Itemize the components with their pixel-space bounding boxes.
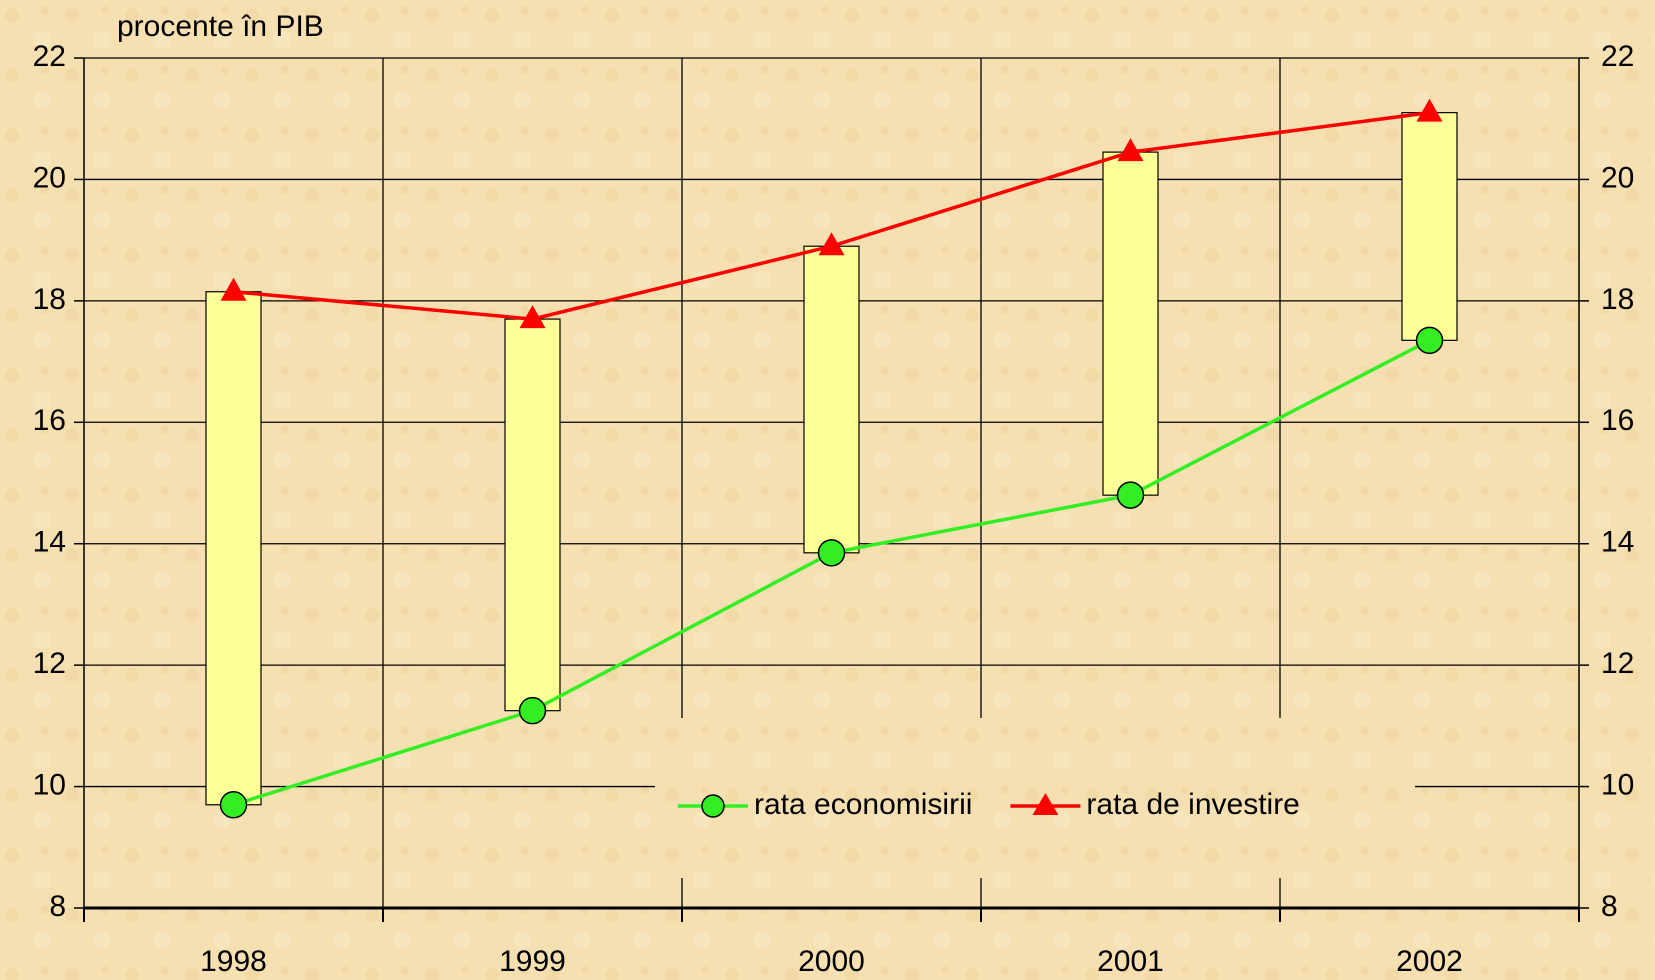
high-low-bar [205,291,262,806]
y-tick-label: 8 [49,890,66,923]
marker [518,696,547,725]
legend-label: rata economisirii [754,788,972,821]
legend-background [655,718,1415,878]
marker [1416,98,1443,122]
marker [1415,326,1444,355]
y-tick-label: 10 [33,768,66,801]
high-low-bar [803,245,860,554]
y2-tick-label: 20 [1601,161,1634,194]
marker [219,791,248,819]
y-axis-label: procente în PIB [117,10,324,43]
high-low-bar [504,318,561,712]
high-low-bar [1102,151,1159,496]
legend-marker [1032,793,1059,815]
y2-tick-label: 18 [1601,283,1634,316]
y2-tick-label: 16 [1601,404,1634,437]
marker [1116,481,1145,509]
x-tick-label: 1998 [200,945,267,978]
y2-tick-label: 14 [1601,526,1634,559]
y2-tick-label: 12 [1601,647,1634,680]
marker [818,232,845,256]
high-low-bar [1401,112,1458,341]
legend-label: rata de investire [1086,788,1299,821]
legend-marker [701,794,725,818]
y-tick-label: 14 [33,526,66,559]
marker [817,539,846,567]
y2-tick-label: 22 [1601,40,1634,73]
y-tick-label: 20 [33,161,66,194]
y-tick-label: 12 [33,647,66,680]
y-tick-label: 22 [33,40,66,73]
x-tick-label: 2001 [1097,945,1164,978]
y2-tick-label: 8 [1601,890,1618,923]
y2-tick-label: 10 [1601,768,1634,801]
marker [519,305,546,329]
y-tick-label: 16 [33,404,66,437]
marker [220,277,247,301]
x-tick-label: 2002 [1396,945,1463,978]
y-tick-label: 18 [33,283,66,316]
marker [1117,138,1144,162]
x-tick-label: 2000 [798,945,865,978]
x-tick-label: 1999 [499,945,566,978]
